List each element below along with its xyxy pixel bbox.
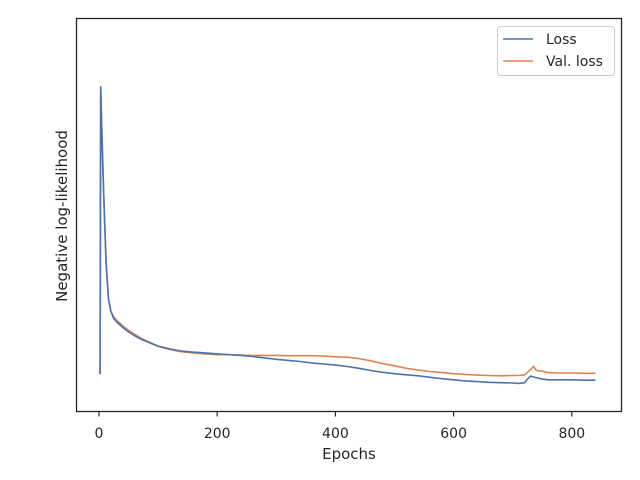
y-axis-label: Negative log-likelihood bbox=[53, 130, 71, 302]
legend-label-loss: Loss bbox=[546, 32, 577, 48]
x-tick-label: 800 bbox=[558, 426, 585, 442]
x-tick-label: 400 bbox=[322, 426, 349, 442]
legend: Loss Val. loss bbox=[497, 26, 615, 76]
x-tick-label: 600 bbox=[440, 426, 467, 442]
x-tick-label: 0 bbox=[95, 426, 104, 442]
x-ticks: 0 200 400 600 800 bbox=[95, 411, 585, 442]
x-tick-label: 200 bbox=[204, 426, 231, 442]
series-line-val-loss bbox=[99, 86, 596, 377]
plot-frame bbox=[75, 17, 623, 413]
series-line-loss bbox=[99, 86, 596, 385]
x-axis-label: Epochs bbox=[322, 445, 376, 463]
legend-label-val-loss: Val. loss bbox=[546, 54, 603, 70]
plot-lines bbox=[99, 86, 596, 385]
